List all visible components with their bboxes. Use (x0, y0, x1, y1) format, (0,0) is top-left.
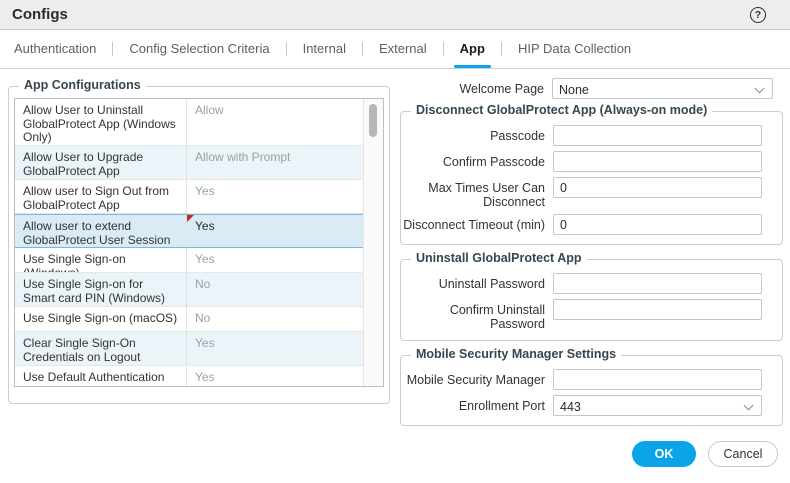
disconnect-timeout-input[interactable] (553, 214, 762, 235)
mobile-security-legend: Mobile Security Manager Settings (411, 347, 622, 361)
table-row[interactable]: Use Single Sign-on for Smart card PIN (W… (15, 273, 383, 307)
tab-separator (361, 42, 363, 56)
tab-authentication[interactable]: Authentication (14, 40, 97, 56)
uninstall-legend: Uninstall GlobalProtect App (411, 251, 587, 265)
tab-separator (112, 42, 114, 56)
dialog-header: Configs (0, 0, 790, 30)
welcome-page-row: Welcome Page None (400, 78, 783, 99)
table-row[interactable]: Allow user to Sign Out from GlobalProtec… (15, 180, 383, 214)
modified-value-cell: Yes (187, 215, 383, 247)
max-times-disconnect-input[interactable] (553, 177, 762, 198)
enrollment-port-select[interactable]: 443 (553, 395, 762, 416)
confirm-passcode-row: Confirm Passcode (401, 151, 782, 172)
tab-app[interactable]: App (453, 31, 491, 68)
tab-separator (442, 42, 444, 56)
active-tab-underline (453, 64, 491, 68)
confirm-passcode-input[interactable] (553, 151, 762, 172)
ok-button[interactable]: OK (632, 441, 696, 467)
dialog-footer: OK Cancel (632, 441, 778, 467)
disconnect-fieldset: Disconnect GlobalProtect App (Always-on … (400, 103, 783, 245)
welcome-page-select[interactable]: None (552, 78, 773, 99)
mobile-security-fieldset: Mobile Security Manager Settings Mobile … (400, 347, 783, 426)
tab-separator (500, 42, 502, 56)
uninstall-fieldset: Uninstall GlobalProtect App Uninstall Pa… (400, 251, 783, 341)
dialog-title: Configs (12, 6, 68, 23)
max-times-disconnect-row: Max Times User Can Disconnect (401, 177, 782, 209)
confirm-uninstall-password-row: Confirm Uninstall Password (401, 299, 782, 331)
settings-panel: Welcome Page None Disconnect GlobalProte… (400, 78, 783, 426)
disconnect-timeout-row: Disconnect Timeout (min) (401, 214, 782, 235)
confirm-uninstall-password-input[interactable] (553, 299, 762, 320)
table-row[interactable]: Allow User to Uninstall GlobalProtect Ap… (15, 99, 383, 146)
disconnect-legend: Disconnect GlobalProtect App (Always-on … (411, 103, 713, 117)
welcome-page-label: Welcome Page (459, 82, 544, 96)
help-icon[interactable]: ? (750, 7, 766, 23)
app-configurations-legend: App Configurations (19, 78, 146, 92)
tab-hip-data-collection[interactable]: HIP Data Collection (517, 40, 632, 56)
enrollment-port-row: Enrollment Port 443 (401, 395, 782, 416)
uninstall-password-row: Uninstall Password (401, 273, 782, 294)
tab-config-selection-criteria[interactable]: Config Selection Criteria (129, 40, 270, 56)
table-row[interactable]: Use Single Sign-on (Windows) Yes (15, 248, 383, 273)
table-row[interactable]: Use Single Sign-on (macOS) No (15, 307, 383, 332)
table-row[interactable]: Allow User to Upgrade GlobalProtect App … (15, 146, 383, 180)
mobile-security-manager-row: Mobile Security Manager (401, 369, 782, 390)
app-configurations-table: Allow User to Uninstall GlobalProtect Ap… (14, 98, 384, 387)
passcode-input[interactable] (553, 125, 762, 146)
passcode-row: Passcode (401, 125, 782, 146)
table-row[interactable]: Use Default Authentication on Kerberos A… (15, 366, 383, 386)
tab-bar: Authentication Config Selection Criteria… (0, 30, 790, 69)
table-row-selected[interactable]: Allow user to extend GlobalProtect User … (15, 214, 383, 248)
cancel-button[interactable]: Cancel (708, 441, 778, 467)
mobile-security-manager-input[interactable] (553, 369, 762, 390)
chevron-down-icon (743, 400, 754, 410)
uninstall-password-input[interactable] (553, 273, 762, 294)
scrollbar-thumb[interactable] (369, 104, 377, 137)
tab-separator (285, 42, 287, 56)
table-row[interactable]: Clear Single Sign-On Credentials on Logo… (15, 332, 383, 366)
tab-internal[interactable]: Internal (302, 40, 346, 56)
table-scrollbar[interactable] (363, 99, 383, 386)
tab-external[interactable]: External (378, 40, 427, 56)
app-configurations-fieldset: App Configurations Allow User to Uninsta… (8, 78, 390, 404)
chevron-down-icon (754, 83, 765, 93)
